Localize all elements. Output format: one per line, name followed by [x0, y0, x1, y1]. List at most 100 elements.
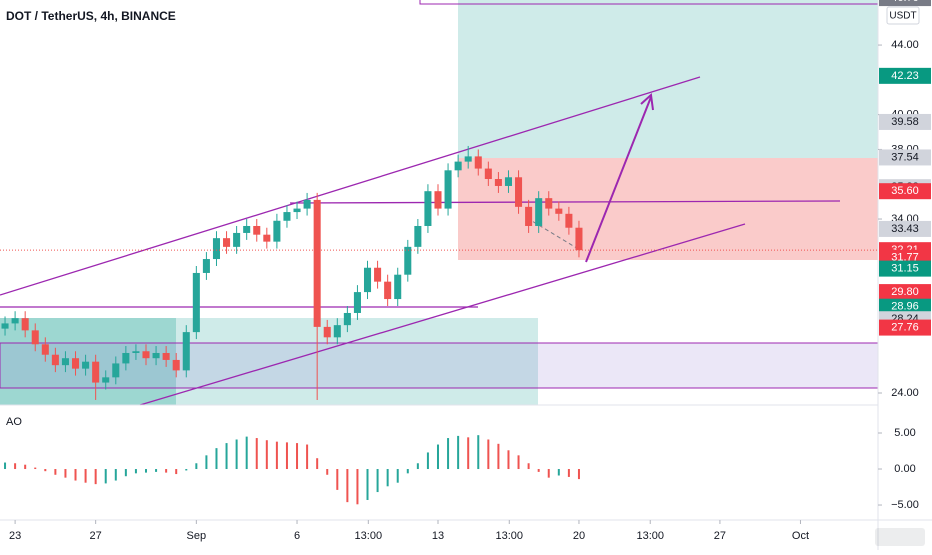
x-tick-label: 13:00: [496, 530, 524, 542]
candle-body: [434, 191, 442, 209]
ao-bar: [416, 463, 419, 470]
ao-bar: [296, 443, 299, 470]
candle-body: [71, 358, 80, 369]
candle-body: [444, 170, 452, 209]
candle-body: [565, 213, 573, 228]
candle-body: [384, 281, 392, 300]
candle-body: [31, 330, 39, 345]
candle-body: [192, 272, 200, 333]
price-marker-label: 46.70: [891, 0, 919, 4]
ao-bar: [275, 441, 278, 470]
candle-body: [82, 361, 90, 369]
y-tick-label: 5.00: [894, 427, 915, 439]
ao-bar: [396, 469, 399, 483]
y-tick-label: 24.00: [891, 387, 919, 399]
x-tick-label: 20: [573, 530, 585, 542]
candle-body: [535, 198, 543, 226]
ao-bar: [245, 436, 248, 470]
ao-bar: [144, 469, 147, 473]
price-marker-label: 39.58: [891, 116, 919, 128]
arrow: [585, 96, 652, 263]
candle-body: [233, 232, 241, 247]
x-tick-label: Oct: [792, 530, 809, 542]
ao-bar: [225, 443, 228, 470]
ao-bar: [94, 469, 97, 485]
ao-bar: [507, 450, 510, 470]
price-marker: [879, 319, 931, 336]
ao-bar: [306, 444, 309, 470]
candle-body: [142, 351, 150, 359]
candle-body: [223, 238, 231, 247]
y-tick-label: −5.00: [891, 499, 919, 511]
ao-bar: [215, 448, 218, 470]
ao-bar: [84, 469, 87, 483]
ao-bar: [134, 469, 137, 474]
ao-bar: [185, 469, 188, 471]
candle-body: [152, 352, 160, 359]
ao-bar: [74, 469, 77, 481]
price-marker: [879, 67, 931, 84]
currency[interactable]: USDT: [889, 11, 916, 22]
ao-bar: [497, 443, 500, 470]
ao-bar: [175, 469, 178, 475]
ao-bar: [235, 439, 238, 470]
ao-bar: [376, 469, 379, 493]
ao-bar: [14, 463, 17, 470]
price-marker-label: 27.76: [891, 321, 919, 333]
ao-bar: [104, 469, 107, 484]
ao-bar: [567, 469, 570, 477]
arrow-head: [640, 92, 654, 111]
ao-bar: [447, 438, 450, 470]
ao-bar: [577, 469, 580, 480]
top-box: [419, 0, 879, 5]
x-tick-label: 13: [432, 530, 444, 542]
candle-body: [273, 220, 281, 242]
candle-body: [11, 318, 19, 324]
candle-body: [303, 199, 311, 209]
candle-body: [363, 267, 372, 293]
ao-bar: [356, 469, 359, 505]
ao-bar: [326, 469, 329, 475]
currency-button[interactable]: [886, 6, 920, 25]
indicator-name: AO: [6, 416, 22, 428]
ao-bar: [467, 437, 470, 470]
candle-body: [374, 267, 382, 282]
price-marker: [879, 183, 931, 200]
ao-bar: [285, 442, 288, 470]
x-tick-label: 13:00: [636, 530, 664, 542]
candle-body: [212, 238, 221, 260]
axis: 24.0034.0038.0040.0044.005.000.00−5.0023…: [9, 0, 931, 542]
candle-body: [61, 358, 69, 366]
zone-lavender: [0, 342, 879, 389]
ao-bar: [64, 469, 67, 478]
candle-body: [293, 208, 301, 213]
candle-body: [122, 352, 130, 364]
candle-body: [454, 161, 462, 171]
ao-bar: [386, 469, 389, 487]
candle-body: [404, 246, 412, 275]
ao-bar: [155, 469, 158, 472]
ao-bar: [557, 469, 560, 476]
ao-bar: [124, 469, 127, 477]
candle-body: [353, 292, 361, 313]
ao-bar: [195, 463, 198, 470]
ao-bar: [436, 444, 439, 470]
candle-body: [474, 156, 482, 169]
ao-bar: [205, 455, 208, 470]
ao-bar: [366, 469, 369, 500]
candle-body: [424, 191, 432, 226]
candle-body: [394, 274, 402, 300]
logo: [875, 528, 925, 546]
x-tick-label: 23: [9, 530, 21, 542]
ao-bar: [165, 469, 168, 473]
candle-body: [333, 325, 341, 338]
ao-bar: [336, 469, 339, 490]
ao-bar: [406, 469, 409, 474]
price-marker-label: 33.43: [891, 223, 919, 235]
price-marker: [879, 298, 931, 315]
candle-body: [323, 326, 331, 338]
candle-body: [172, 359, 180, 371]
ao-bar: [24, 464, 27, 470]
price-marker: [879, 260, 931, 277]
